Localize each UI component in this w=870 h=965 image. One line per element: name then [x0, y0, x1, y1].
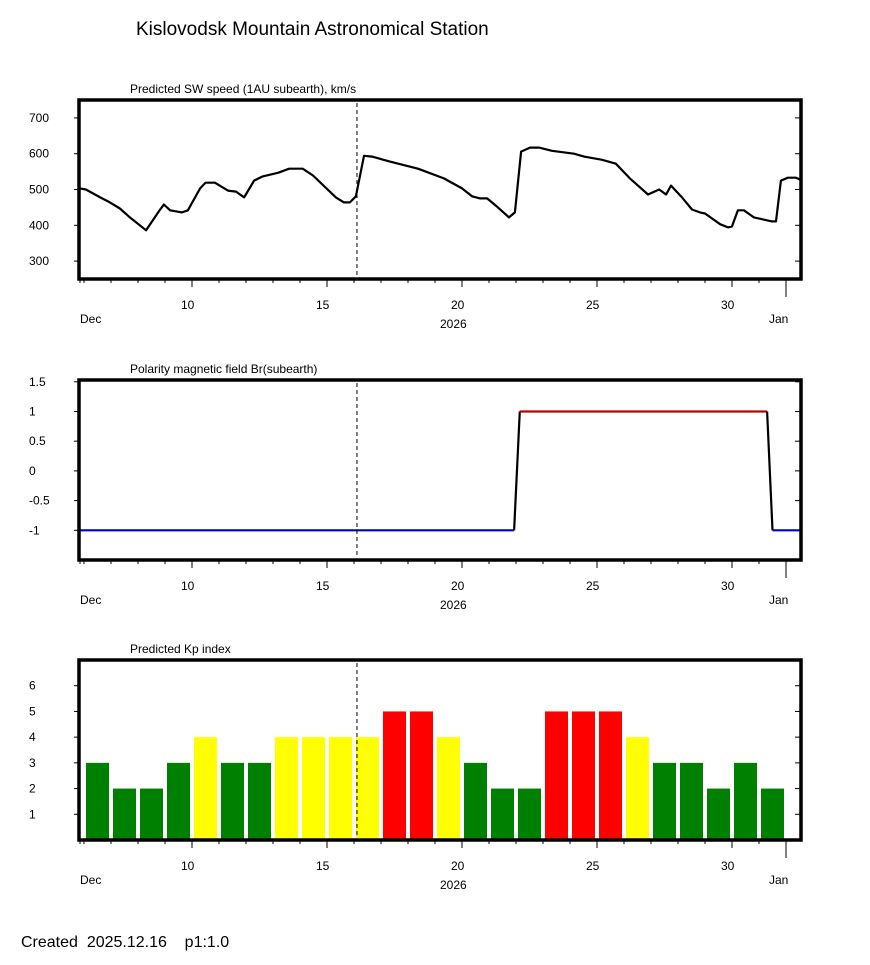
chart-frame — [77, 98, 803, 281]
kp-bar — [680, 762, 703, 840]
y-tick-label: 6 — [29, 679, 36, 693]
y-tick-label: 0 — [29, 464, 36, 478]
x-tick-label: 25 — [586, 859, 600, 873]
kp-bar — [545, 711, 568, 840]
kp-bar — [275, 737, 298, 840]
x-tick-label: 30 — [721, 579, 735, 593]
y-tick-label: -0.5 — [29, 494, 50, 508]
y-tick-label: 1.5 — [29, 375, 46, 389]
x-tick-label: 20 — [451, 579, 465, 593]
kp-bar — [113, 788, 136, 840]
kp-bar — [167, 762, 190, 840]
chart-title: Predicted Kp index — [130, 642, 231, 656]
y-tick-label: 1 — [29, 807, 36, 821]
kp-bar — [86, 762, 109, 840]
y-tick-label: 0.5 — [29, 434, 46, 448]
kp-bar — [140, 788, 163, 840]
kp-bar — [248, 762, 271, 840]
chart-frame — [77, 658, 803, 842]
x-month-label-jan: Jan — [769, 312, 788, 326]
x-tick-label: 10 — [181, 579, 195, 593]
kp-bar — [221, 762, 244, 840]
x-tick-label: 30 — [721, 298, 735, 312]
created-date: 2025.12.16 — [86, 934, 167, 951]
created-label: Created — [21, 934, 78, 951]
x-tick-label: 10 — [181, 298, 195, 312]
kp-bar — [302, 737, 325, 840]
kp-bar — [464, 762, 487, 840]
y-tick-label: 2 — [29, 782, 36, 796]
kp-bar — [329, 737, 352, 840]
chart-frame — [77, 378, 803, 562]
y-tick-label: 1 — [29, 404, 36, 418]
x-month-label-jan: Jan — [769, 593, 788, 607]
x-month-label-dec: Dec — [80, 312, 101, 326]
y-tick-label: 700 — [29, 111, 49, 125]
kp-bar — [626, 737, 649, 840]
kp-bar — [491, 788, 514, 840]
x-year-label: 2026 — [440, 317, 467, 331]
kp-bar — [734, 762, 757, 840]
kp-bar — [761, 788, 784, 840]
x-tick-label: 15 — [316, 298, 330, 312]
y-tick-label: -1 — [29, 523, 40, 537]
y-tick-label: 3 — [29, 756, 36, 770]
x-tick-label: 20 — [451, 298, 465, 312]
x-year-label: 2026 — [440, 878, 467, 892]
y-tick-label: 300 — [29, 254, 49, 268]
chart-title: Predicted SW speed (1AU subearth), km/s — [130, 82, 356, 96]
kp-bar — [356, 737, 379, 840]
sw-speed-line — [79, 146, 801, 232]
y-tick-label: 400 — [29, 218, 49, 232]
y-tick-label: 600 — [29, 147, 49, 161]
kp-bar — [518, 788, 541, 840]
x-month-label-dec: Dec — [80, 873, 101, 887]
kp-bar — [194, 737, 217, 840]
polarity-segment-transition — [513, 411, 521, 531]
y-tick-label: 5 — [29, 704, 36, 718]
x-tick-label: 30 — [721, 859, 735, 873]
page-title: Kislovodsk Mountain Astronomical Station — [136, 19, 489, 40]
x-tick-label: 25 — [586, 298, 600, 312]
kp-bar — [653, 762, 676, 840]
x-tick-label: 15 — [316, 579, 330, 593]
footer: Created 2025.12.16 p1:1.0 — [21, 934, 229, 952]
kp-bar — [599, 711, 622, 840]
kp-bar — [707, 788, 730, 840]
x-tick-label: 15 — [316, 859, 330, 873]
chart-title: Polarity magnetic field Br(subearth) — [130, 362, 317, 376]
x-tick-label: 20 — [451, 859, 465, 873]
page-label: p1:1.0 — [184, 934, 230, 951]
x-year-label: 2026 — [440, 598, 467, 612]
kp-bar — [437, 737, 460, 840]
kp-bar — [410, 711, 433, 840]
x-tick-label: 10 — [181, 859, 195, 873]
y-tick-label: 500 — [29, 183, 49, 197]
x-tick-label: 25 — [586, 579, 600, 593]
kp-bar — [572, 711, 595, 840]
kp-bar — [383, 711, 406, 840]
x-month-label-dec: Dec — [80, 593, 101, 607]
polarity-segment-transition — [766, 411, 774, 531]
y-tick-label: 4 — [29, 730, 36, 744]
x-month-label-jan: Jan — [769, 873, 788, 887]
